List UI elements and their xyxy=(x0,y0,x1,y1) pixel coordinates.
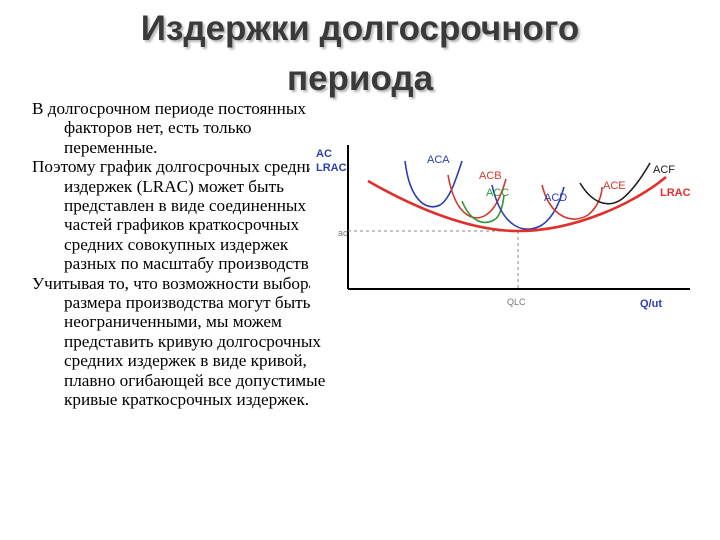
paragraph-1: В долгосрочном периоде постоянных фактор… xyxy=(32,99,306,157)
short-run-curve-f xyxy=(579,162,651,205)
slide-title: Издержки долгосрочного периода xyxy=(0,4,720,104)
curve-label-c: ACC xyxy=(486,187,509,199)
title-line-1: Издержки долгосрочного xyxy=(140,9,580,48)
short-run-curve-a xyxy=(404,160,463,208)
curve-label-d: ACD xyxy=(544,192,567,204)
curve-label-a: ACA xyxy=(427,154,450,166)
diagram-background xyxy=(310,133,705,313)
lrac-diagram: AC LRAC Q/ut ac QLC ACA ACB ACC ACD ACE … xyxy=(310,133,705,313)
min-quantity-label: QLC xyxy=(507,297,526,307)
title-line-2: периода xyxy=(286,59,434,98)
paragraph-3: Учитывая то, что возможности выбора разм… xyxy=(32,273,326,410)
short-run-curve-e xyxy=(541,184,603,220)
curve-label-e: ACE xyxy=(603,180,626,192)
curve-label-f: ACF xyxy=(653,164,675,176)
curve-label-b: ACB xyxy=(479,170,502,182)
paragraph-2: Поэтому график долгосрочных средних изде… xyxy=(32,157,324,274)
y-axis-label-lrac: LRAC xyxy=(316,162,347,174)
body-text: В долгосрочном периоде постоянных фактор… xyxy=(32,99,327,410)
lrac-curve xyxy=(367,176,667,233)
short-run-curve-b xyxy=(447,174,507,219)
short-run-curve-c xyxy=(461,194,505,224)
min-cost-label: ac xyxy=(338,228,348,238)
lrac-label: LRAC xyxy=(660,187,691,199)
lrac-diagram-svg: AC LRAC Q/ut ac QLC ACA ACB ACC ACD ACE … xyxy=(310,133,705,313)
short-run-curve-d xyxy=(491,184,565,230)
y-axis-label-ac: AC xyxy=(316,148,332,160)
x-axis-label: Q/ut xyxy=(640,298,662,310)
